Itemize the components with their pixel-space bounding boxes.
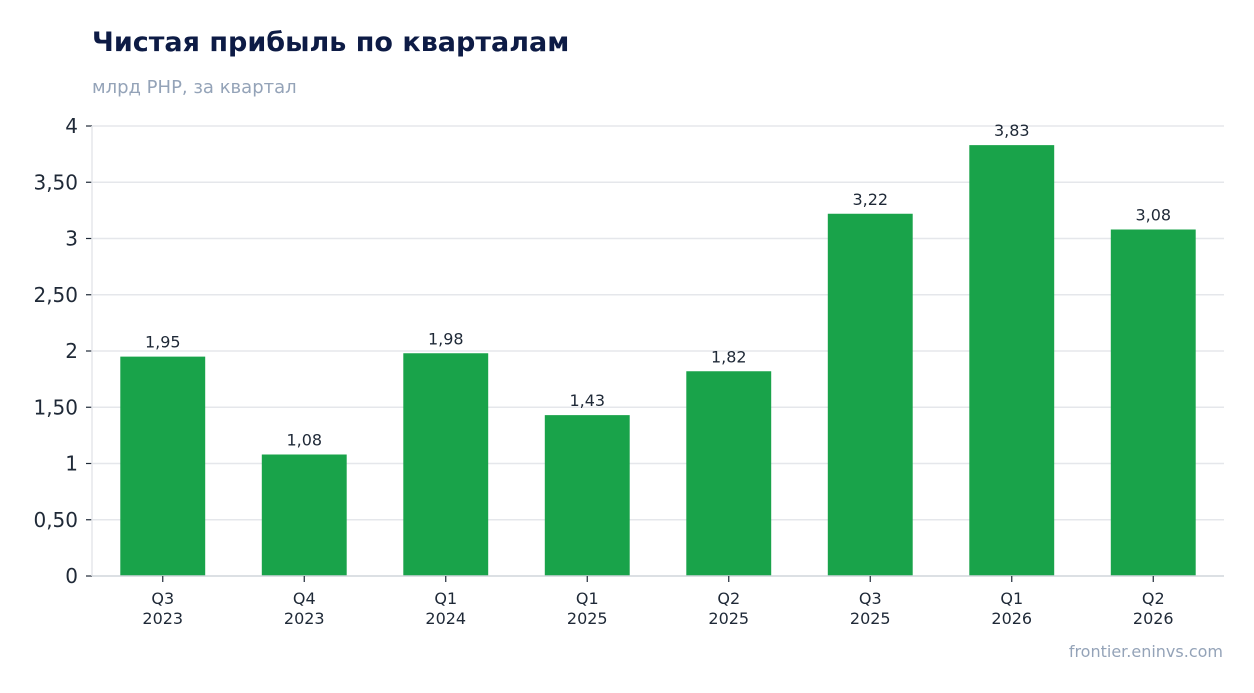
chart-title: Чистая прибыль по кварталам [92, 27, 570, 58]
x-tick-quarter: Q1 [1000, 589, 1023, 608]
bar [686, 371, 772, 576]
bar [261, 454, 347, 576]
y-tick-label: 1 [65, 452, 78, 476]
y-tick-label: 1,50 [33, 395, 78, 419]
y-axis: 0 0,50 1 1,50 2 2,50 3 3,50 4 [33, 114, 93, 588]
data-label: 1,95 [145, 333, 181, 352]
y-tick-label: 3 [65, 227, 78, 251]
x-tick-quarter: Q2 [717, 589, 740, 608]
x-tick-year: 2024 [425, 609, 466, 628]
y-tick-label: 4 [65, 114, 78, 138]
bar [403, 353, 489, 576]
bar [1110, 229, 1196, 576]
data-label: 1,08 [286, 431, 322, 450]
y-tick-label: 2 [65, 339, 78, 363]
x-tick-label: Q3 2023 [142, 589, 183, 628]
bar [969, 145, 1055, 576]
y-tick-label: 0,50 [33, 508, 78, 532]
x-tick-year: 2025 [708, 609, 749, 628]
x-tick-year: 2023 [284, 609, 325, 628]
x-tick-quarter: Q4 [293, 589, 316, 608]
data-label: 3,08 [1135, 206, 1171, 225]
y-tick-label: 3,50 [33, 170, 78, 194]
x-tick-year: 2023 [142, 609, 183, 628]
x-tick-label: Q2 2026 [1133, 589, 1174, 628]
bars: 1,95 1,08 1,98 1,43 1,82 3,22 3,83 3,08 [120, 121, 1196, 576]
x-tick-quarter: Q1 [576, 589, 599, 608]
x-tick-year: 2026 [1133, 609, 1174, 628]
bar [120, 356, 206, 576]
data-label: 1,82 [711, 347, 747, 366]
data-label: 3,22 [852, 190, 888, 209]
data-label: 1,43 [569, 391, 605, 410]
source-link[interactable]: frontier.eninvs.com [1068, 642, 1223, 661]
x-tick-quarter: Q2 [1142, 589, 1165, 608]
data-label: 1,98 [428, 329, 464, 348]
y-tick-label: 0 [65, 564, 78, 588]
y-tick-label: 2,50 [33, 283, 78, 307]
x-tick-label: Q2 2025 [708, 589, 749, 628]
x-tick-year: 2026 [991, 609, 1032, 628]
x-tick-label: Q1 2025 [567, 589, 608, 628]
x-tick-label: Q3 2025 [850, 589, 891, 628]
x-tick-label: Q1 2026 [991, 589, 1032, 628]
x-tick-year: 2025 [850, 609, 891, 628]
bar [827, 213, 913, 576]
x-tick-label: Q1 2024 [425, 589, 466, 628]
x-tick-year: 2025 [567, 609, 608, 628]
x-tick-quarter: Q1 [434, 589, 457, 608]
bar [544, 415, 630, 576]
x-tick-quarter: Q3 [859, 589, 882, 608]
x-tick-label: Q4 2023 [284, 589, 325, 628]
chart-subtitle: млрд РНР, за квартал [92, 77, 297, 98]
data-label: 3,83 [994, 121, 1030, 140]
x-tick-quarter: Q3 [151, 589, 174, 608]
